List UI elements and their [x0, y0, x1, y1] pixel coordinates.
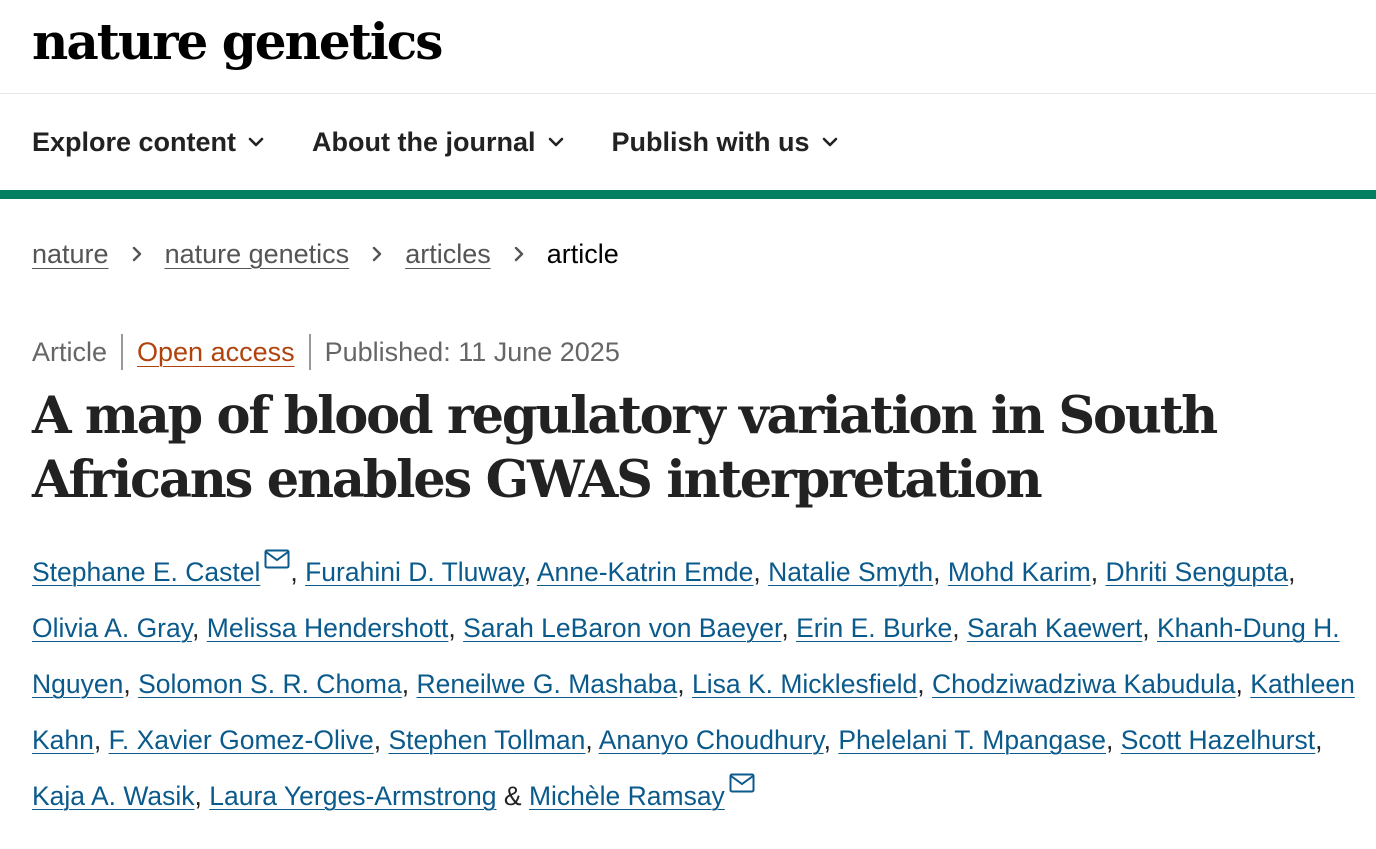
- author-separator: ,: [401, 669, 410, 699]
- author-link[interactable]: Michèle Ramsay: [528, 781, 725, 811]
- chevron-down-icon: [822, 137, 837, 147]
- breadcrumb-articles[interactable]: articles: [405, 238, 491, 269]
- author-link[interactable]: Stephen Tollman: [388, 725, 586, 755]
- author-link[interactable]: Dhriti Sengupta: [1105, 557, 1289, 587]
- chevron-right-icon: [514, 246, 523, 262]
- author-separator: ,: [93, 725, 102, 755]
- nav-explore-content[interactable]: Explore content: [32, 127, 264, 158]
- author-separator: ,: [917, 669, 925, 699]
- author-separator: ,: [585, 725, 593, 755]
- author-link[interactable]: Kathleen Kahn: [32, 669, 1355, 755]
- author-separator: ,: [933, 557, 941, 587]
- author-separator: ,: [823, 725, 831, 755]
- author-separator: ,: [373, 725, 382, 755]
- author-separator: ,: [123, 669, 131, 699]
- article-meta: Article Open access Published: 11 June 2…: [32, 332, 620, 372]
- author-link[interactable]: F. Xavier Gomez-Olive: [108, 725, 374, 755]
- author-link[interactable]: Lisa K. Micklesfield: [691, 669, 918, 699]
- open-access-link[interactable]: Open access: [137, 336, 295, 367]
- accent-divider: [0, 190, 1376, 199]
- nav-label: Explore content: [32, 126, 237, 157]
- author-separator: ,: [448, 613, 456, 643]
- author-link[interactable]: Laura Yerges-Armstrong: [209, 781, 497, 811]
- author-link[interactable]: Khanh-Dung H. Nguyen: [32, 613, 1340, 699]
- author-separator: ,: [1106, 725, 1114, 755]
- nav-about-journal[interactable]: About the journal: [312, 127, 563, 158]
- nav-label: About the journal: [312, 126, 536, 157]
- author-link[interactable]: Furahini D. Tluway: [305, 557, 524, 587]
- author-separator: ,: [753, 557, 761, 587]
- chevron-right-icon: [132, 246, 141, 262]
- author-link[interactable]: Reneilwe G. Mashaba: [416, 669, 678, 699]
- breadcrumb-nature-genetics[interactable]: nature genetics: [164, 238, 350, 269]
- author-separator: ,: [523, 557, 531, 587]
- breadcrumb-nature[interactable]: nature: [32, 238, 109, 269]
- author-link[interactable]: Phelelani T. Mpangase: [838, 725, 1106, 755]
- author-link[interactable]: Kaja A. Wasik: [32, 781, 195, 811]
- author-separator: ,: [781, 613, 789, 643]
- author-link[interactable]: Ananyo Choudhury: [598, 725, 824, 755]
- author-separator: ,: [952, 613, 960, 643]
- meta-divider: [121, 334, 124, 370]
- meta-divider: [308, 334, 311, 370]
- chevron-right-icon: [372, 246, 382, 262]
- nav-publish-with-us[interactable]: Publish with us: [612, 127, 838, 158]
- article-type: Article: [32, 336, 108, 367]
- author-list: Stephane E. Castel, Furahini D. Tluway, …: [32, 544, 1362, 824]
- breadcrumb: nature nature genetics articles article: [32, 232, 619, 276]
- article-title: A map of blood regulatory variation in S…: [32, 386, 1218, 510]
- author-separator: ,: [290, 557, 298, 587]
- mail-icon[interactable]: [729, 773, 755, 793]
- author-link[interactable]: Scott Hazelhurst: [1120, 725, 1316, 755]
- author-link[interactable]: Anne-Katrin Emde: [536, 557, 754, 587]
- author-link[interactable]: Sarah Kaewert: [966, 613, 1143, 643]
- author-link[interactable]: Mohd Karim: [947, 557, 1091, 587]
- author-link[interactable]: Olivia A. Gray: [32, 613, 193, 643]
- author-link[interactable]: Melissa Hendershott: [206, 613, 449, 643]
- nav-label: Publish with us: [611, 126, 810, 157]
- author-link[interactable]: Sarah LeBaron von Baeyer: [463, 613, 782, 643]
- chevron-down-icon: [248, 137, 264, 147]
- chevron-down-icon: [548, 137, 563, 147]
- mail-icon[interactable]: [264, 549, 290, 569]
- author-and: &: [503, 781, 522, 811]
- author-link[interactable]: Chodziwadziwa Kabudula: [932, 669, 1236, 699]
- author-link[interactable]: Erin E. Burke: [796, 613, 953, 643]
- journal-logo[interactable]: nature genetics: [32, 12, 443, 71]
- author-separator: ,: [1315, 725, 1323, 755]
- author-separator: ,: [677, 669, 685, 699]
- author-separator: ,: [1090, 557, 1099, 587]
- author-separator: ,: [194, 781, 202, 811]
- author-separator: ,: [1288, 557, 1296, 587]
- published-date: Published: 11 June 2025: [324, 336, 620, 367]
- author-separator: ,: [1235, 669, 1243, 699]
- main-nav: Explore content About the journal Publis…: [0, 94, 1376, 190]
- breadcrumb-current: article: [546, 238, 619, 269]
- author-link[interactable]: Natalie Smyth: [768, 557, 934, 587]
- author-link[interactable]: Stephane E. Castel: [32, 557, 261, 587]
- author-separator: ,: [192, 613, 200, 643]
- site-header: nature genetics: [0, 0, 1376, 94]
- author-link[interactable]: Solomon S. R. Choma: [138, 669, 402, 699]
- author-separator: ,: [1142, 613, 1150, 643]
